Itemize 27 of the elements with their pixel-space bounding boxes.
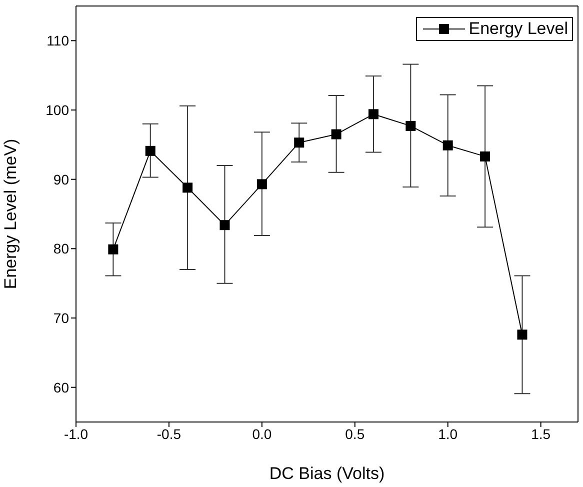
point — [145, 146, 156, 156]
legend-label: Energy Level — [468, 19, 568, 39]
point — [220, 220, 230, 230]
x-axis-title: DC Bias (Volts) — [269, 464, 385, 483]
y-tick-label: 100 — [46, 102, 70, 118]
point — [294, 138, 304, 148]
x-tick-label: 0.5 — [345, 426, 365, 442]
y-tick-label: 90 — [53, 171, 70, 188]
x-tick-label: -0.5 — [156, 426, 182, 442]
point — [331, 129, 342, 140]
point — [182, 182, 193, 193]
x-tick-label: 1.5 — [531, 426, 551, 442]
point — [406, 120, 416, 131]
y-tick-label: 110 — [46, 32, 70, 49]
x-tick-label: -1.0 — [64, 426, 88, 442]
point — [368, 109, 378, 120]
y-tick-label: 60 — [53, 379, 70, 396]
point — [480, 151, 490, 162]
y-tick-label: 70 — [53, 310, 70, 326]
point — [517, 330, 528, 340]
y-tick-label: 80 — [53, 240, 70, 257]
x-tick-label: 0.0 — [252, 426, 272, 442]
point — [442, 140, 453, 150]
point — [108, 244, 118, 254]
point — [256, 179, 267, 190]
x-tick-label: 1.0 — [438, 426, 458, 442]
y-axis-title: Energy Level (meV) — [1, 138, 20, 290]
